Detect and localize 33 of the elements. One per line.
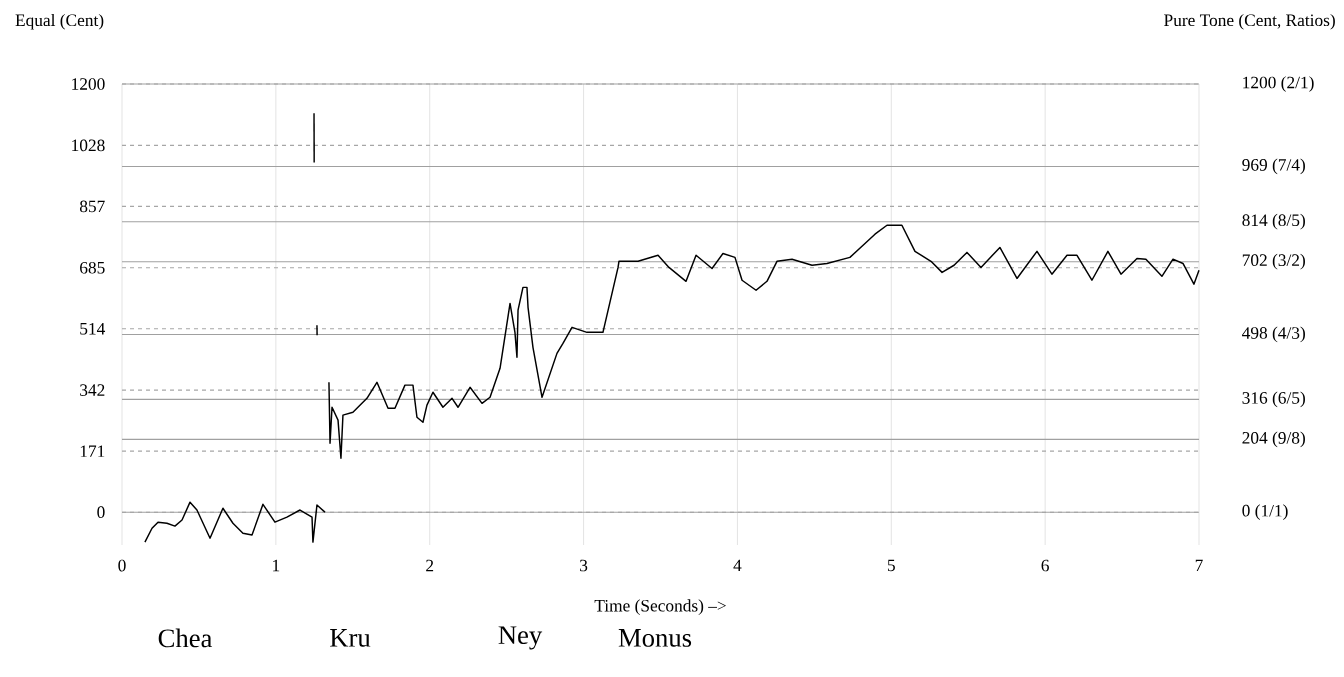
ref-line-label: 969 (7/4) (1242, 158, 1305, 175)
text: Monus (618, 629, 692, 647)
x-tick-label: 2 (426, 559, 434, 572)
y-tick-label: 1028 (72, 139, 105, 152)
y2-axis-title: Pure Tone (Cent, Ratios) (1164, 13, 1335, 30)
x-tick-label: 4 (733, 559, 742, 572)
y-tick-label: 342 (80, 384, 105, 396)
ref-line-label: 1200 (2/1) (1243, 76, 1314, 92)
line-series (144, 501, 326, 543)
y-tick-label: 685 (80, 261, 105, 274)
x-tick-label: 0 (118, 559, 126, 572)
y-tick-label: 857 (79, 200, 105, 213)
ref-line-label: 204 (9/8) (1242, 431, 1305, 448)
text: Ney (498, 626, 543, 650)
line-series (328, 224, 1200, 460)
y-tick-label: 514 (80, 322, 106, 335)
x-axis-title: Time (Seconds) –> (594, 599, 726, 616)
x-tick-label: 3 (580, 559, 588, 572)
y-tick-label: 1200 (72, 78, 105, 90)
x-tick-label: 1 (273, 559, 280, 572)
ref-line-label: 0 (1/1) (1242, 504, 1288, 521)
ref-line-label: 316 (6/5) (1242, 391, 1305, 408)
x-tick-label: 6 (1041, 559, 1049, 572)
x-tick-label: 7 (1195, 559, 1203, 572)
ref-line-label: 498 (4/3) (1242, 326, 1305, 343)
ref-line-label: 814 (8/5) (1242, 213, 1305, 230)
y-tick-label: 171 (80, 445, 105, 457)
text: Chea (158, 628, 213, 648)
y-tick-label: 0 (97, 506, 105, 519)
text: Kru (330, 629, 371, 647)
y-axis-title: Equal (Cent) (15, 13, 104, 30)
x-tick-label: 5 (887, 559, 895, 572)
ref-line-label: 702 (3/2) (1242, 253, 1305, 270)
